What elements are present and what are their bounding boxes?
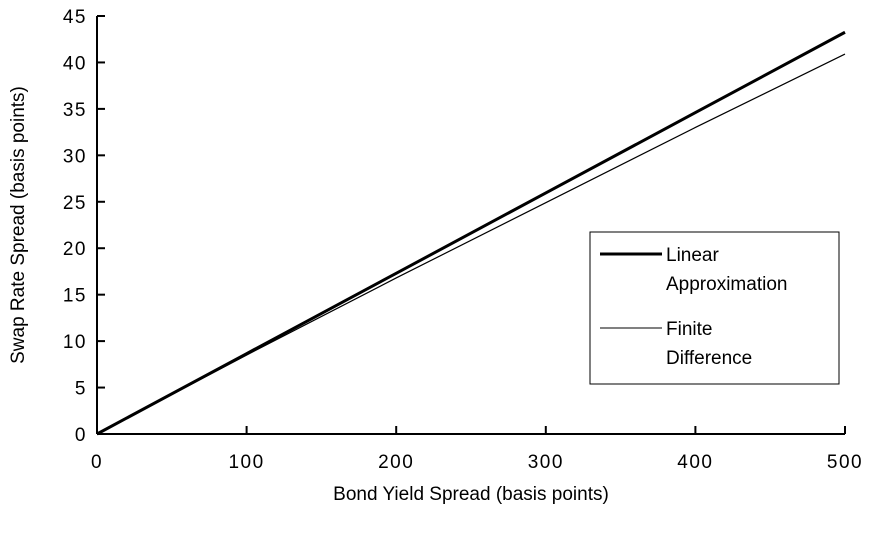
x-tick-label: 100 [228, 452, 264, 473]
x-ticks: 0 100 200 300 400 500 [91, 426, 863, 473]
y-tick-label: 30 [63, 146, 87, 167]
legend-label-finite-line2: Difference [666, 348, 752, 369]
legend-box [589, 231, 840, 385]
legend: Linear Approximation Finite Difference [589, 231, 840, 385]
x-tick-label: 500 [827, 452, 863, 473]
series-layer [96, 30, 846, 436]
x-tick-label: 200 [378, 452, 414, 473]
y-tick-label: 0 [75, 425, 87, 446]
y-tick-label: 15 [63, 286, 87, 307]
y-tick-label: 40 [63, 53, 87, 74]
x-tick-label: 0 [91, 452, 103, 473]
y-tick-label: 25 [63, 193, 87, 214]
legend-label-finite-line1: Finite [666, 319, 712, 340]
legend-label-linear-line1: Linear [666, 245, 719, 266]
y-tick-label: 35 [63, 100, 87, 121]
x-axis-title: Bond Yield Spread (basis points) [333, 484, 609, 505]
legend-label-linear-line2: Approximation [666, 274, 787, 295]
axes [96, 16, 845, 435]
y-axis-title: Swap Rate Spread (basis points) [8, 86, 29, 364]
y-ticks: 0 5 10 15 20 25 30 35 40 45 [63, 7, 105, 446]
y-tick-label: 45 [63, 7, 87, 28]
y-tick-label: 10 [63, 332, 87, 353]
x-tick-label: 400 [677, 452, 713, 473]
series-line-linear-approximation [96, 30, 846, 436]
y-tick-label: 5 [75, 379, 87, 400]
series-line-finite-difference [96, 53, 846, 435]
y-tick-label: 20 [63, 239, 87, 260]
x-tick-label: 300 [528, 452, 564, 473]
